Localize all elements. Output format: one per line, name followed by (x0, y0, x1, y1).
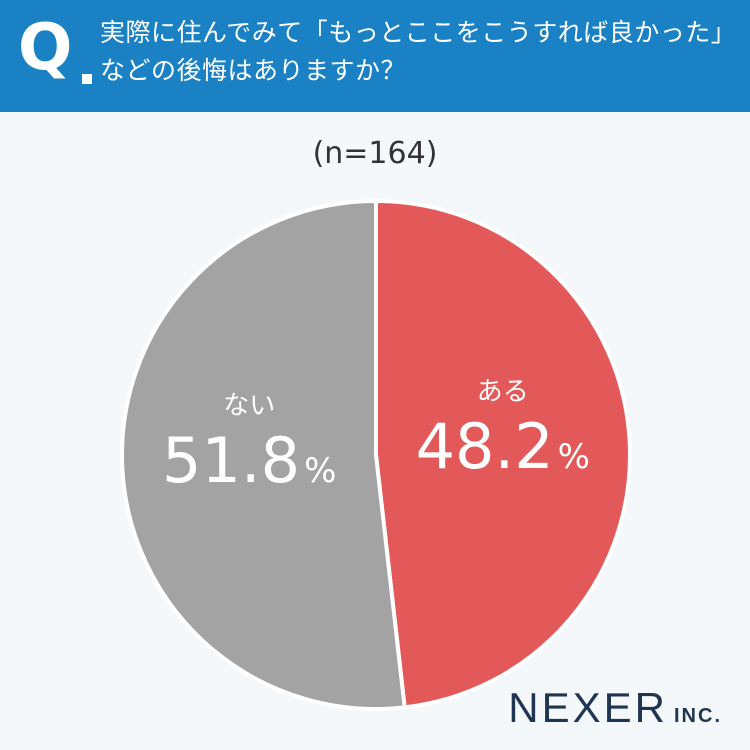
slice-category-label: ある (477, 377, 529, 407)
brand-logo: NEXER INC. (508, 684, 722, 732)
slice-category-label: ない (223, 391, 275, 421)
brand-suffix: INC. (674, 705, 722, 727)
brand-name: NEXER (508, 684, 668, 731)
